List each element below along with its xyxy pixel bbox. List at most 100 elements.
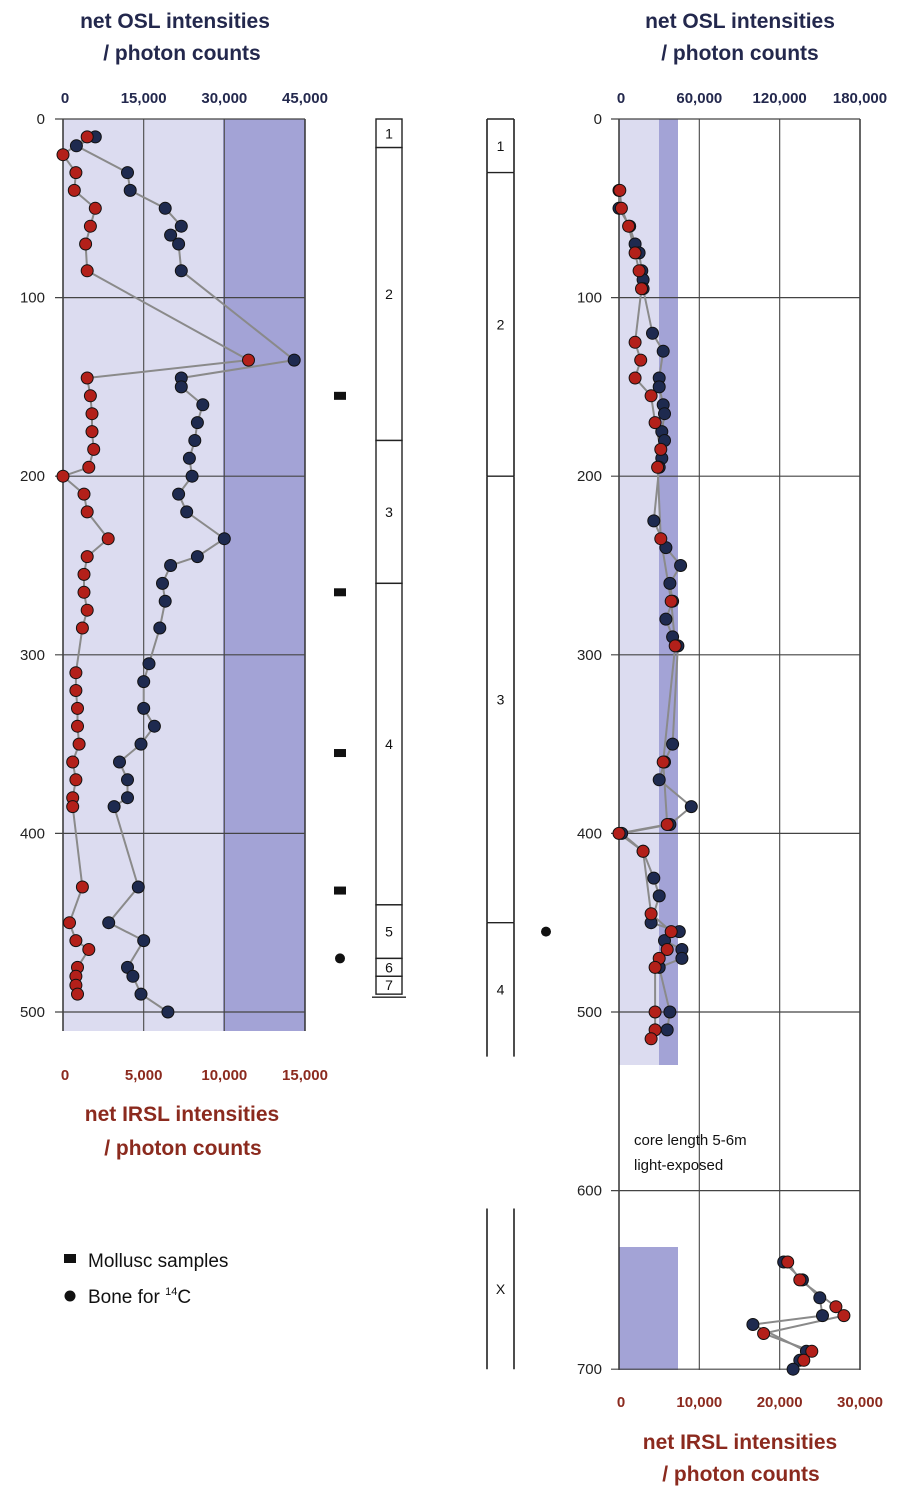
left-osl-point: [172, 237, 186, 251]
right-irsl-point: [614, 201, 628, 215]
left-bottom-tick-label: 10,000: [201, 1067, 247, 1084]
left-osl-point: [217, 532, 231, 546]
right-depth-tick-label: 700: [577, 1361, 602, 1378]
left-top-tick-label: 30,000: [201, 90, 247, 107]
right-irsl-point: [632, 264, 646, 278]
right-bottom-tick-label: 10,000: [676, 1394, 722, 1411]
left-irsl-point: [69, 684, 83, 697]
right-irsl-point: [648, 960, 662, 974]
strat-unit-label: 2: [497, 316, 505, 332]
right-depth-tick-label: 300: [577, 647, 602, 664]
legend-bone-label: Bone for 14C: [88, 1286, 191, 1308]
left-irsl-point: [77, 585, 91, 599]
right-osl-point: [663, 576, 677, 590]
left-osl-point: [158, 201, 172, 215]
right-osl-point: [813, 1291, 827, 1305]
strat-unit-label: 2: [385, 286, 393, 302]
left-irsl-point: [88, 201, 102, 215]
right-depth-tick-label: 0: [594, 111, 602, 128]
left-osl-point: [172, 487, 186, 501]
left-irsl-point: [79, 237, 93, 251]
left-osl-point: [102, 916, 116, 930]
left-irsl-point: [56, 148, 70, 162]
left-irsl-point: [83, 389, 97, 403]
left-osl-point: [147, 719, 161, 733]
right-osl-point: [660, 1023, 674, 1037]
left-band-dark: [223, 119, 305, 1031]
left-osl-point: [161, 1005, 175, 1019]
left-bottom-tick-label: 15,000: [282, 1067, 328, 1084]
left-irsl-point: [67, 183, 81, 197]
left-irsl-point: [242, 353, 255, 367]
strat-unit-label: 7: [385, 977, 393, 993]
right-irsl-point: [668, 639, 682, 653]
left-irsl-point: [56, 469, 70, 483]
right-irsl-point: [660, 818, 674, 831]
right-depth-tick-label: 100: [577, 290, 602, 307]
right-osl-point: [674, 559, 688, 572]
right-osl-point: [646, 326, 659, 340]
left-bottom-axis-title-line1: net IRSL intensities: [85, 1103, 280, 1126]
strat-unit-label: 6: [385, 959, 393, 975]
left-irsl-point: [69, 934, 83, 948]
strat-unit-label: 1: [497, 138, 505, 154]
right-irsl-point: [648, 1005, 662, 1019]
right-irsl-point: [664, 925, 678, 939]
left-depth-tick-label: 500: [20, 1004, 45, 1021]
left-irsl-point: [63, 916, 76, 930]
left-osl-point: [142, 657, 156, 671]
left-osl-point: [156, 576, 169, 590]
strat-unit-3: [375, 439, 403, 585]
right-top-tick-label: 180,000: [833, 90, 887, 107]
strat-unit-label: 5: [385, 924, 393, 940]
strat-unit-2: [375, 146, 403, 442]
right-irsl-point: [829, 1300, 843, 1314]
left-osl-point: [287, 353, 301, 367]
left-gridlines: [55, 118, 306, 1031]
right-irsl-point: [797, 1353, 811, 1367]
left-osl-point: [180, 505, 194, 519]
right-irsl-point: [757, 1327, 771, 1340]
right-bottom-tick-label: 30,000: [837, 1394, 883, 1411]
mollusc-sample-marker: [334, 391, 346, 400]
right-irsl-point: [612, 826, 626, 840]
right-irsl-point: [654, 442, 668, 456]
right-osl-point: [675, 951, 689, 965]
strat-unit-label: X: [496, 1281, 506, 1297]
left-osl-point: [174, 380, 188, 394]
right-lower-band: [619, 1247, 678, 1370]
left-osl-point: [121, 791, 134, 805]
left-osl-point: [126, 969, 140, 983]
left-irsl-point: [66, 755, 80, 769]
right-irsl-point: [781, 1255, 795, 1269]
left-osl-point: [158, 594, 172, 608]
left-bottom-axis-title-line2: / photon counts: [104, 1137, 261, 1160]
right-osl-point: [786, 1362, 800, 1376]
right-irsl-point: [628, 335, 642, 349]
left-irsl-point: [77, 487, 91, 501]
left-irsl-point: [71, 719, 84, 733]
strat-unit-label: 3: [385, 504, 393, 520]
left-depth-tick-label: 400: [20, 825, 45, 842]
legend-mollusc-marker: [64, 1254, 76, 1263]
left-irsl-point: [75, 621, 89, 635]
right-osl-point: [659, 612, 673, 626]
right-irsl-point: [656, 755, 670, 769]
right-bottom-axis-title-line2: / photon counts: [662, 1463, 819, 1486]
left-osl-point: [182, 451, 196, 465]
strat-unit-label: 1: [385, 125, 393, 141]
left-irsl-point: [80, 550, 94, 564]
right-osl-point: [656, 344, 670, 358]
left-irsl-point: [66, 800, 80, 814]
left-irsl-point: [75, 880, 89, 894]
right-osl-point: [684, 800, 698, 814]
mollusc-sample-marker: [334, 749, 346, 758]
right-top-tick-label: 0: [617, 90, 625, 107]
right-osl-point: [647, 514, 661, 528]
left-osl-point: [137, 934, 151, 948]
legend-bone-marker: [64, 1290, 76, 1302]
left-irsl-point: [82, 460, 96, 474]
right-osl-point: [816, 1309, 829, 1323]
left-top-tick-label: 45,000: [282, 90, 328, 107]
